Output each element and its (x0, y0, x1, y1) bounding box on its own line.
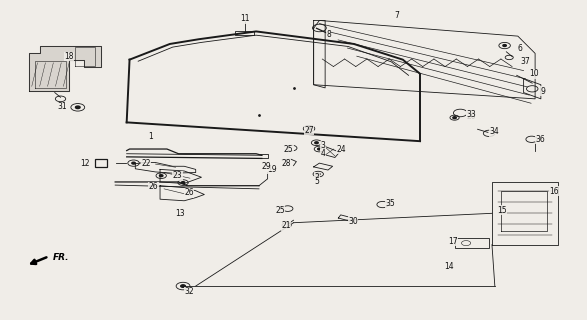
Text: 26: 26 (149, 182, 158, 191)
Text: 26: 26 (184, 188, 194, 197)
Circle shape (315, 142, 318, 144)
Text: 4: 4 (321, 149, 325, 158)
Text: 35: 35 (386, 199, 395, 208)
Text: 7: 7 (394, 11, 400, 20)
Text: 5: 5 (315, 178, 319, 187)
Text: 16: 16 (549, 187, 559, 196)
Text: 37: 37 (521, 57, 531, 66)
Text: 33: 33 (466, 110, 476, 119)
Text: 15: 15 (497, 206, 507, 215)
Circle shape (308, 128, 311, 130)
Text: 23: 23 (173, 171, 183, 180)
Text: 36: 36 (535, 135, 545, 144)
Text: 9: 9 (541, 86, 546, 95)
Circle shape (181, 285, 185, 287)
Text: FR.: FR. (53, 253, 69, 262)
Text: 14: 14 (444, 262, 454, 271)
Text: 31: 31 (58, 102, 68, 111)
Circle shape (318, 148, 321, 150)
Circle shape (76, 106, 80, 108)
Text: 30: 30 (348, 217, 358, 226)
Circle shape (132, 162, 135, 164)
Text: 21: 21 (281, 221, 291, 230)
Text: 22: 22 (141, 159, 150, 168)
Text: 12: 12 (80, 159, 89, 168)
Text: 6: 6 (518, 44, 523, 53)
Text: 28: 28 (281, 159, 291, 168)
Text: 11: 11 (240, 14, 249, 23)
Text: 25: 25 (284, 145, 294, 154)
Text: 24: 24 (337, 145, 346, 154)
Circle shape (503, 44, 507, 46)
Circle shape (453, 117, 456, 119)
Text: 13: 13 (176, 209, 185, 218)
Circle shape (160, 175, 163, 177)
Circle shape (316, 173, 320, 175)
Text: 10: 10 (529, 69, 539, 78)
Text: 32: 32 (184, 287, 194, 296)
Text: 27: 27 (304, 126, 313, 135)
Text: 1: 1 (148, 132, 153, 141)
Text: 19: 19 (268, 165, 277, 174)
Polygon shape (29, 45, 101, 91)
Text: 29: 29 (262, 162, 271, 171)
Text: 3: 3 (321, 141, 325, 150)
Circle shape (181, 182, 185, 184)
Text: 17: 17 (448, 237, 457, 246)
Text: 20: 20 (466, 112, 475, 121)
Text: 25: 25 (275, 206, 285, 215)
Text: 8: 8 (326, 30, 331, 39)
Text: 2: 2 (315, 173, 319, 182)
Text: 34: 34 (489, 127, 499, 136)
Text: 18: 18 (65, 52, 74, 61)
